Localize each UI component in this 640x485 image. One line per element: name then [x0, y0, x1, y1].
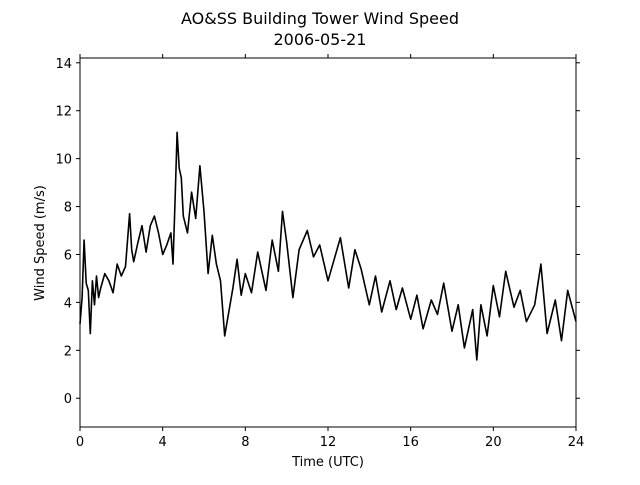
y-tick-label: 6: [64, 248, 72, 263]
x-tick-label: 16: [402, 435, 419, 450]
chart-title: AO&SS Building Tower Wind Speed: [181, 9, 459, 28]
chart-subtitle: 2006-05-21: [274, 30, 367, 49]
y-axis-label: Wind Speed (m/s): [33, 185, 48, 301]
y-axis: 0 2 4 6 8 10 12 14: [55, 57, 580, 407]
x-tick-label: 12: [320, 435, 337, 450]
x-tick-label: 0: [76, 435, 84, 450]
y-tick-label: 0: [64, 392, 72, 407]
wind-speed-series-line: [79, 131, 577, 361]
x-tick-label: 8: [241, 435, 249, 450]
y-tick-label: 14: [55, 57, 72, 72]
y-tick-label: 4: [64, 296, 72, 311]
y-tick-label: 12: [55, 105, 72, 120]
x-axis-label: Time (UTC): [291, 455, 364, 470]
y-tick-label: 8: [64, 201, 72, 216]
y-tick-label: 10: [55, 153, 72, 168]
x-tick-label: 24: [568, 435, 585, 450]
x-axis: 0 4 8 12 16 20 24: [76, 54, 584, 450]
plot-area: [79, 131, 577, 361]
y-tick-label: 2: [64, 344, 72, 359]
x-tick-label: 4: [159, 435, 167, 450]
plot-frame: [79, 57, 577, 428]
x-tick-label: 20: [485, 435, 502, 450]
